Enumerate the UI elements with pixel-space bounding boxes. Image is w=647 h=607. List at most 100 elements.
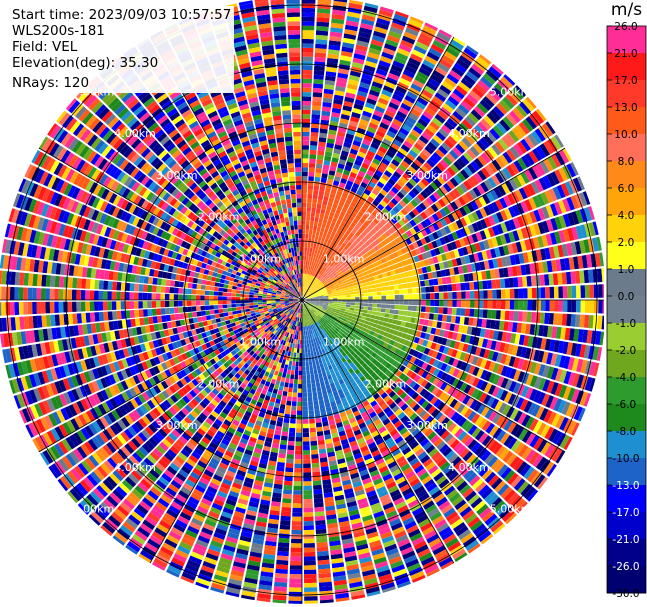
velocity-gate <box>337 295 342 298</box>
velocity-gate <box>296 330 299 336</box>
velocity-gate <box>464 282 470 291</box>
velocity-gate <box>481 420 492 432</box>
velocity-gate <box>393 330 399 336</box>
velocity-gate <box>311 383 316 388</box>
velocity-gate <box>294 325 297 331</box>
velocity-gate <box>319 303 324 306</box>
velocity-gate <box>278 408 285 414</box>
velocity-gate <box>401 332 408 339</box>
velocity-gate <box>579 240 586 254</box>
velocity-gate <box>470 243 477 253</box>
velocity-gate <box>270 505 281 512</box>
velocity-gate <box>348 263 354 269</box>
velocity-gate <box>331 18 345 25</box>
velocity-gate <box>408 133 418 142</box>
velocity-gate <box>460 532 474 544</box>
velocity-gate <box>320 209 326 215</box>
velocity-gate <box>378 253 385 260</box>
velocity-gate <box>251 542 264 550</box>
velocity-gate <box>230 486 241 494</box>
velocity-gate <box>559 417 569 431</box>
velocity-gate <box>304 293 308 297</box>
velocity-gate <box>289 356 293 362</box>
velocity-gate <box>425 286 431 293</box>
velocity-gate <box>340 113 350 121</box>
velocity-gate <box>371 449 381 458</box>
velocity-gate <box>311 449 319 455</box>
velocity-gate <box>250 432 259 439</box>
velocity-gate <box>504 132 516 145</box>
velocity-gate <box>323 281 328 286</box>
velocity-gate <box>440 372 448 381</box>
velocity-gate <box>331 477 341 484</box>
velocity-gate <box>237 544 250 551</box>
velocity-gate <box>347 281 353 285</box>
velocity-gate <box>296 410 302 416</box>
velocity-gate <box>257 593 271 600</box>
velocity-gate <box>358 309 364 313</box>
velocity-gate <box>344 285 349 289</box>
velocity-gate <box>518 428 529 441</box>
velocity-gate <box>447 347 454 356</box>
velocity-gate <box>439 300 444 307</box>
velocity-gate <box>372 292 378 296</box>
velocity-gate <box>286 454 294 460</box>
velocity-gate <box>386 106 397 114</box>
velocity-gate <box>430 342 437 350</box>
velocity-gate <box>352 163 361 171</box>
velocity-gate <box>426 568 440 577</box>
velocity-gate <box>371 284 377 289</box>
velocity-gate <box>324 155 332 162</box>
velocity-gate <box>366 269 372 275</box>
velocity-gate <box>455 219 464 229</box>
velocity-gate <box>407 165 417 175</box>
velocity-gate <box>418 493 430 503</box>
velocity-gate <box>414 431 424 441</box>
velocity-gate <box>392 568 407 578</box>
velocity-gate <box>305 326 307 331</box>
velocity-gate <box>410 53 423 63</box>
velocity-gate <box>317 0 332 5</box>
velocity-gate <box>304 339 307 345</box>
velocity-gate <box>397 439 406 448</box>
velocity-gate <box>464 308 470 317</box>
velocity-gate <box>387 552 401 561</box>
velocity-gate <box>496 289 502 299</box>
velocity-gate <box>303 534 315 539</box>
velocity-gate <box>561 401 571 416</box>
velocity-gate <box>367 310 372 315</box>
velocity-gate <box>356 40 369 48</box>
velocity-gate <box>398 350 405 357</box>
velocity-gate <box>334 445 343 452</box>
velocity-gate <box>270 451 278 458</box>
velocity-gate <box>520 264 527 276</box>
velocity-gate <box>377 320 384 326</box>
velocity-gate <box>303 476 312 482</box>
velocity-gate <box>364 352 371 359</box>
velocity-gate <box>485 249 493 260</box>
velocity-gate <box>384 266 391 272</box>
velocity-gate <box>428 418 437 428</box>
velocity-gate <box>312 105 321 111</box>
velocity-gate <box>338 520 350 527</box>
velocity-gate <box>464 513 478 525</box>
velocity-gate <box>394 289 400 295</box>
velocity-gate <box>355 131 365 139</box>
velocity-gate <box>380 429 389 438</box>
velocity-gate <box>401 123 412 133</box>
velocity-gate <box>484 149 495 161</box>
velocity-gate <box>348 74 360 82</box>
velocity-gate <box>382 586 396 593</box>
velocity-gate <box>237 498 249 506</box>
velocity-gate <box>311 387 317 393</box>
velocity-gate <box>473 401 483 412</box>
velocity-gate <box>309 294 315 297</box>
velocity-gate <box>269 514 280 520</box>
velocity-gate <box>303 512 314 517</box>
velocity-gate <box>322 343 327 349</box>
velocity-gate <box>335 449 344 456</box>
velocity-gate <box>302 291 304 296</box>
velocity-gate <box>394 237 402 244</box>
velocity-gate <box>533 474 546 488</box>
velocity-gate <box>315 418 322 424</box>
